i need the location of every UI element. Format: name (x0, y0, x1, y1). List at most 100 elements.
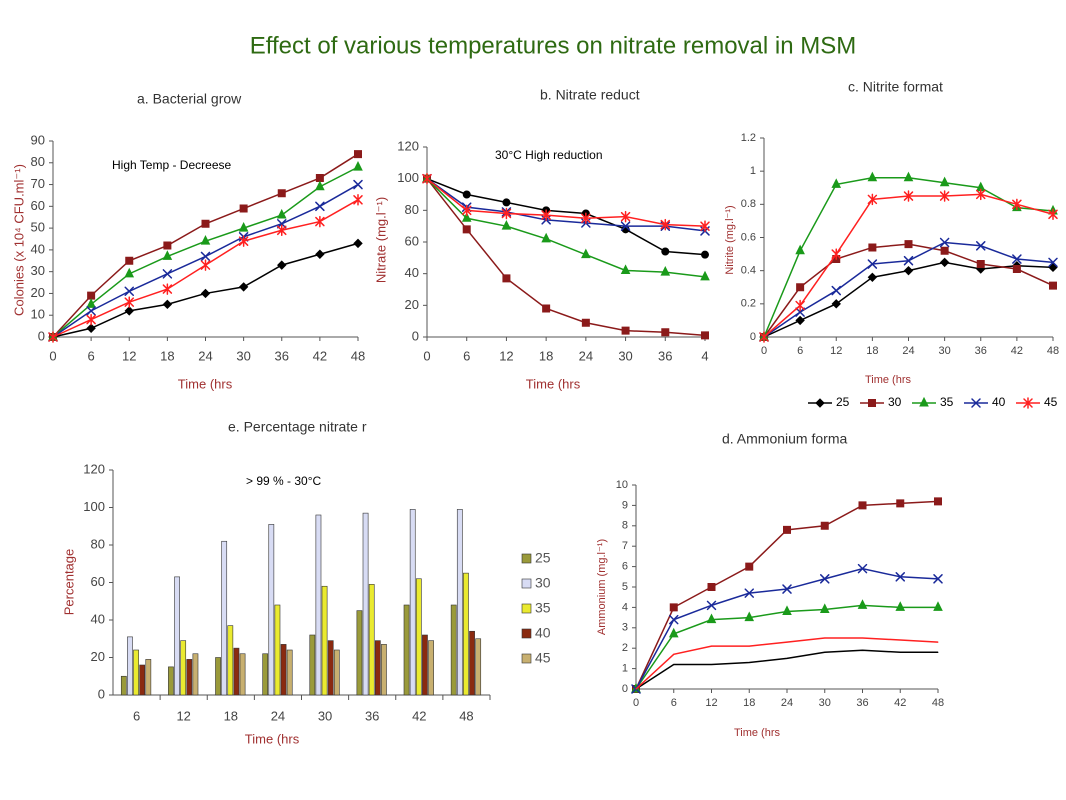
annotation: High Temp - Decreese (112, 158, 231, 172)
marker (315, 215, 325, 228)
x-tick-label: 12 (499, 348, 513, 363)
marker (744, 611, 755, 622)
marker (868, 243, 877, 252)
x-tick-label: 42 (412, 708, 426, 723)
marker (940, 246, 949, 255)
x-tick-label: 24 (781, 697, 793, 709)
marker (124, 267, 135, 278)
marker (795, 299, 805, 312)
legend-label: 45 (1044, 395, 1058, 409)
x-tick-label: 30 (819, 697, 831, 709)
marker (904, 240, 913, 249)
series-line (426, 177, 706, 256)
y-tick-label: 50 (31, 220, 45, 235)
bar (127, 636, 133, 696)
marker (315, 174, 324, 183)
marker (903, 171, 914, 182)
legend-swatch (521, 553, 532, 564)
y-tick-label: 0.4 (741, 265, 756, 277)
y-tick-label: 100 (397, 170, 419, 185)
x-axis-label: Time (hrs (245, 731, 300, 746)
marker (276, 208, 287, 219)
marker (86, 306, 96, 316)
series-line (426, 178, 706, 232)
bar (333, 649, 340, 696)
y-tick-label: 8 (622, 520, 628, 532)
y-tick-label: 90 (31, 132, 45, 147)
marker (462, 225, 471, 234)
x-axis-label: Time (hrs (865, 374, 912, 386)
chart-title: c. Nitrite format (848, 79, 943, 95)
x-tick-label: 36 (856, 697, 868, 709)
y-tick-label: 0 (622, 683, 628, 695)
marker (700, 250, 710, 259)
y-tick-label: 40 (91, 611, 105, 626)
bar (409, 509, 416, 696)
legend-label: 35 (535, 600, 551, 616)
marker (162, 269, 173, 279)
x-tick-label: 18 (539, 348, 553, 363)
y-tick-label: 0 (98, 686, 105, 701)
bar (215, 657, 221, 696)
marker (895, 601, 906, 611)
legend-label: 40 (992, 395, 1006, 409)
series-line (635, 567, 939, 690)
marker (238, 235, 249, 247)
bar (145, 659, 152, 696)
x-tick-label: 0 (423, 348, 430, 363)
x-tick-label: 18 (160, 348, 174, 363)
marker (461, 212, 472, 222)
marker (820, 521, 829, 530)
marker (971, 398, 981, 408)
marker (1048, 208, 1058, 221)
legend-label: 35 (940, 395, 954, 409)
marker (831, 299, 841, 309)
series-line (426, 178, 706, 278)
x-tick-label: 6 (797, 345, 803, 357)
marker (661, 247, 670, 256)
marker (239, 204, 248, 213)
marker (939, 257, 950, 268)
bar (192, 653, 199, 696)
bar (174, 576, 180, 696)
bar (239, 653, 246, 696)
marker (48, 331, 58, 343)
marker (939, 176, 950, 187)
bar (221, 540, 228, 696)
y-tick-label: 20 (405, 297, 419, 312)
chart-title: e. Percentage nitrate r (228, 419, 367, 435)
marker (238, 221, 249, 232)
bar (309, 634, 316, 696)
marker (1012, 265, 1021, 274)
bar (286, 649, 293, 696)
marker (462, 190, 471, 199)
x-tick-label: 24 (271, 708, 285, 723)
marker (87, 291, 96, 300)
bar (321, 585, 328, 696)
marker (200, 251, 211, 262)
y-tick-label: 120 (83, 461, 105, 476)
series-line (426, 178, 706, 227)
y-tick-label: 60 (31, 198, 45, 213)
x-tick-label: 30 (618, 348, 632, 363)
marker (501, 207, 512, 220)
marker (934, 497, 942, 506)
y-tick-label: 0.8 (741, 198, 756, 210)
y-tick-label: 3 (622, 622, 628, 634)
marker (1023, 397, 1033, 409)
marker (620, 210, 631, 223)
y-tick-label: 100 (83, 499, 105, 514)
marker (277, 224, 287, 237)
legend-label: 25 (535, 550, 551, 566)
marker (124, 296, 134, 308)
x-tick-label: 48 (351, 348, 365, 363)
x-tick-label: 42 (313, 348, 327, 363)
marker (919, 396, 929, 407)
marker (201, 219, 210, 228)
bar (327, 640, 334, 696)
marker (933, 574, 943, 584)
marker (707, 583, 716, 591)
marker (200, 259, 211, 271)
marker (701, 331, 709, 340)
